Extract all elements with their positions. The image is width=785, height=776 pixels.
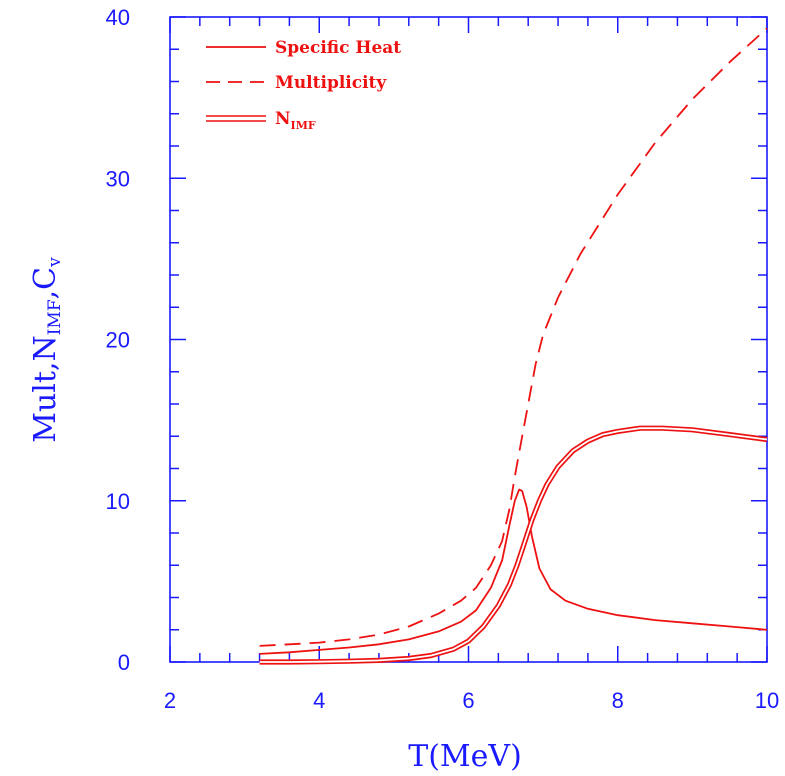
axis-ticks: [169, 16, 768, 663]
axis-tick-labels: 2 4 6 8 10 0 10 20 30 40: [106, 5, 780, 713]
y-axis-title-base: Mult,N: [28, 335, 63, 442]
x-tick-label: 8: [612, 688, 624, 713]
x-tick-label: 2: [164, 688, 176, 713]
legend-label-multiplicity: Multiplicity: [275, 73, 387, 93]
x-tick-label: 4: [313, 688, 325, 713]
legend-label-nimf: NIMF: [275, 109, 316, 132]
legend-label-nimf-base: N: [275, 109, 291, 129]
x-axis-title: T(MeV): [408, 739, 522, 774]
y-tick-label: 20: [106, 328, 130, 353]
y-axis-title-sub2: v: [45, 257, 65, 268]
y-tick-label: 0: [118, 650, 130, 675]
y-tick-label: 30: [106, 166, 130, 191]
x-tick-label: 6: [462, 688, 474, 713]
plot-frame: [169, 16, 768, 663]
series-layer: [259, 27, 768, 665]
legend-label-specific-heat: Specific Heat: [275, 38, 401, 58]
series-line-n-imf-inner: [259, 427, 768, 663]
series-line-n-imf-outer: [259, 425, 768, 665]
y-axis-title: Mult,NIMF,Cv: [28, 257, 65, 443]
y-tick-label: 10: [106, 489, 130, 514]
y-tick-label: 40: [106, 5, 130, 30]
legend: Specific Heat Multiplicity NIMF: [206, 38, 401, 132]
x-tick-label: 10: [755, 688, 779, 713]
legend-label-nimf-sub: IMF: [291, 119, 316, 132]
series-line-specific-heat: [259, 488, 768, 655]
y-axis-title-mid: ,C: [28, 267, 63, 300]
series-line-multiplicity: [259, 27, 768, 647]
y-axis-title-sub1: IMF: [45, 299, 65, 335]
